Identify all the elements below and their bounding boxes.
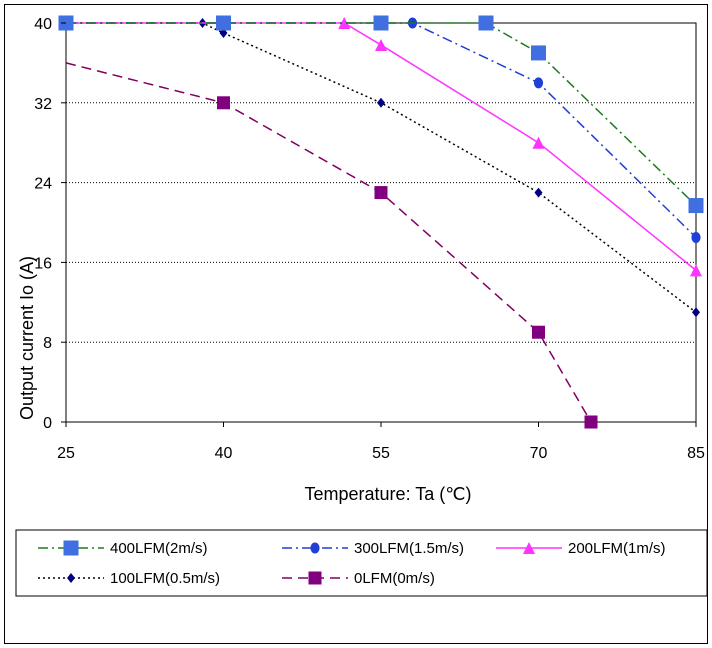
x-tick-label: 85 <box>687 445 705 462</box>
x-tick-label: 25 <box>57 445 75 462</box>
legend-label: 200LFM(1m/s) <box>568 540 666 557</box>
legend <box>15 529 708 597</box>
series-line <box>66 22 697 238</box>
data-point <box>691 231 701 243</box>
legend-items: 400LFM(2m/s) 300LFM(1.5m/s) 200LFM(1m/s) 10… <box>38 540 666 587</box>
grid-lines <box>66 102 696 343</box>
data-point <box>690 264 702 277</box>
series-line <box>66 22 697 271</box>
y-tick-label: 0 <box>43 415 52 432</box>
series-300LFM(1.5m/s) <box>66 17 701 243</box>
legend-item: 300LFM(1.5m/s) <box>282 540 464 557</box>
legend-label: 0LFM(0m/s) <box>354 570 435 587</box>
y-axis-title: Output current Io (A) <box>17 256 37 420</box>
plot-area <box>65 22 697 423</box>
series-200LFM(1m/s) <box>66 17 702 277</box>
y-tick-label: 32 <box>34 96 52 113</box>
data-point <box>217 96 230 110</box>
series-100LFM(0.5m/s) <box>62 18 700 318</box>
legend-label: 300LFM(1.5m/s) <box>354 540 464 557</box>
data-point <box>692 307 700 318</box>
data-point <box>374 186 388 200</box>
legend-swatch-marker <box>310 542 320 554</box>
x-tick-label: 55 <box>372 445 390 462</box>
series-line <box>66 22 697 207</box>
legend-item: 200LFM(1m/s) <box>496 540 666 557</box>
data-point <box>534 187 543 198</box>
data-point <box>532 325 545 339</box>
series-line <box>66 22 697 313</box>
legend-item: 100LFM(0.5m/s) <box>38 570 220 587</box>
data-point <box>375 38 387 51</box>
data-point <box>377 97 385 108</box>
legend-item: 400LFM(2m/s) <box>38 540 208 557</box>
legend-swatch-marker <box>523 542 535 554</box>
x-axis-title: Temperature: Ta (℃) <box>305 484 472 504</box>
data-point <box>533 77 544 89</box>
tick-labels: 0 8 16 24 32 40 25 40 55 70 85 <box>34 16 705 462</box>
y-tick-label: 24 <box>34 176 52 193</box>
legend-swatch-marker <box>63 540 79 556</box>
data-point <box>688 198 704 214</box>
x-tick-label: 40 <box>215 445 233 462</box>
data-point <box>584 415 598 429</box>
legend-swatch-marker <box>67 573 75 583</box>
y-tick-label: 40 <box>34 16 52 33</box>
data-point <box>478 15 494 31</box>
legend-label: 100LFM(0.5m/s) <box>110 570 220 587</box>
series-0LFM(0m/s) <box>65 62 598 429</box>
data-point <box>373 15 389 31</box>
legend-label: 400LFM(2m/s) <box>110 540 208 557</box>
series-line <box>65 62 592 423</box>
x-tick-label: 70 <box>530 445 548 462</box>
data-point <box>531 45 546 61</box>
y-tick-label: 16 <box>34 255 52 272</box>
y-tick-label: 8 <box>43 335 52 352</box>
data-point <box>216 15 231 31</box>
data-point <box>532 136 545 149</box>
series-layer <box>58 15 704 429</box>
legend-item: 0LFM(0m/s) <box>282 570 435 587</box>
data-point <box>338 17 351 29</box>
legend-swatch-marker <box>308 571 322 585</box>
